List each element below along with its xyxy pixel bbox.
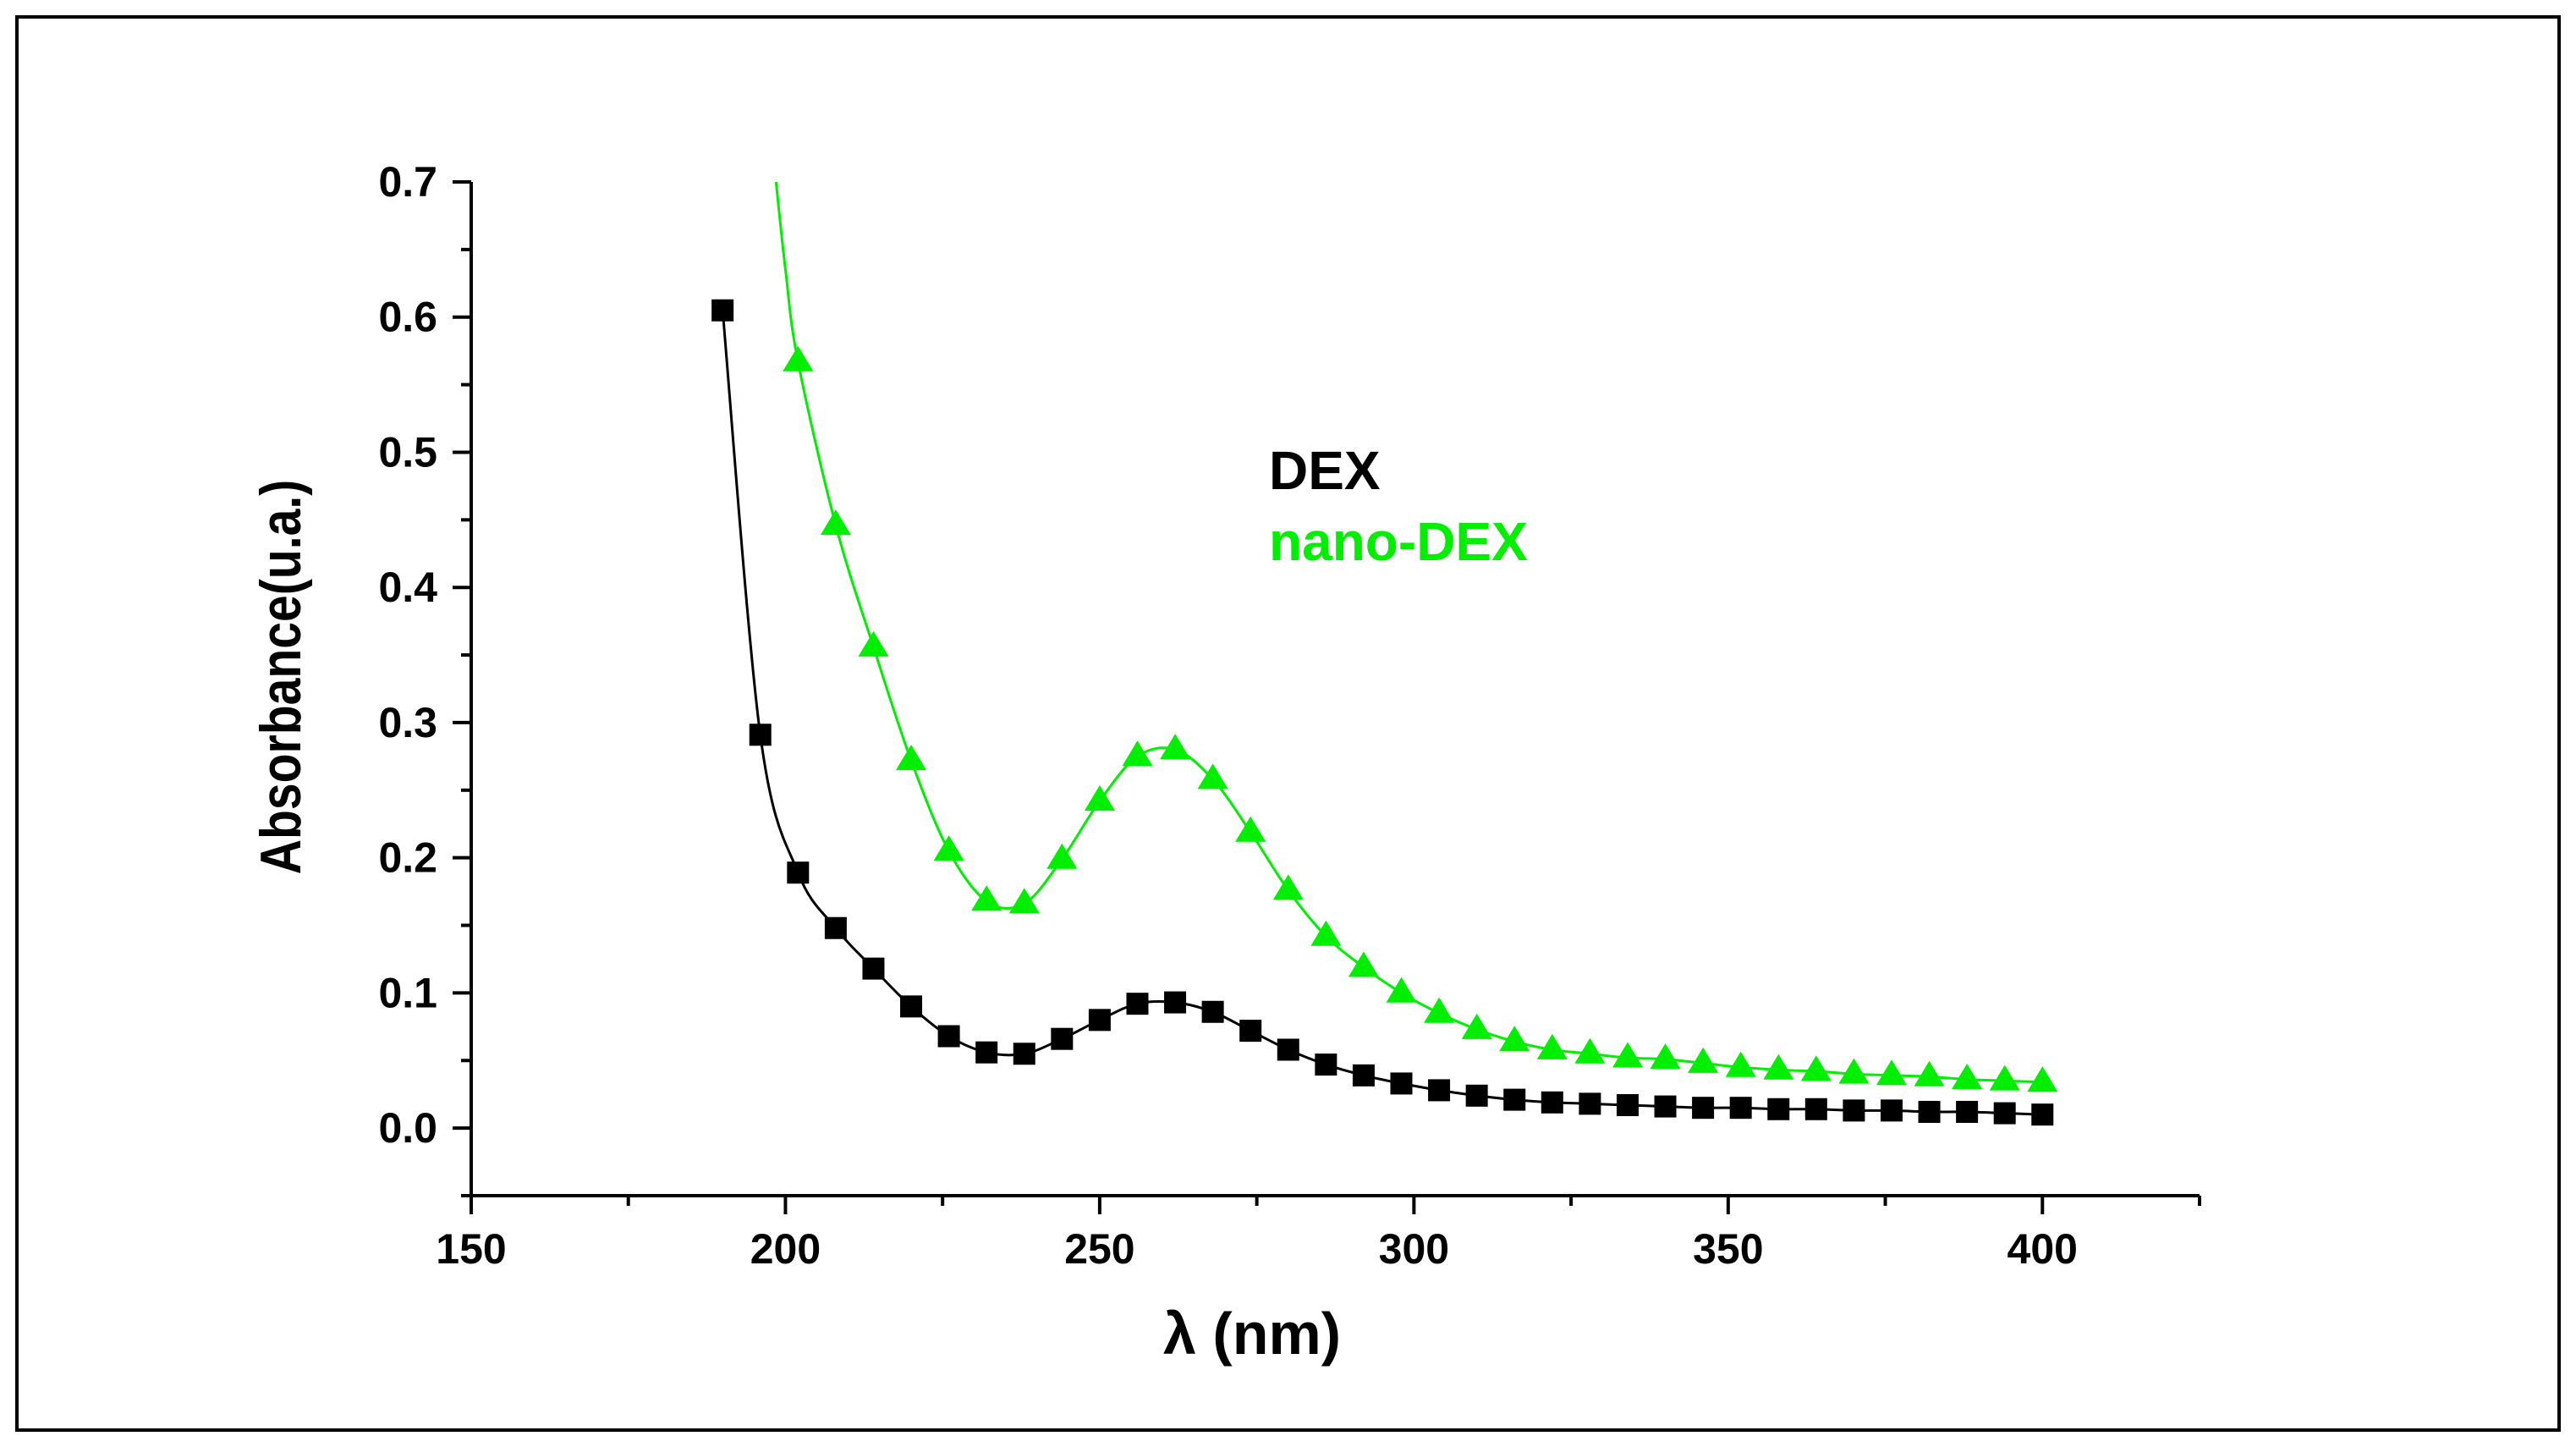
data-point-dex xyxy=(1428,1079,1451,1102)
data-point-nano-dex xyxy=(1574,1037,1606,1064)
data-point-dex xyxy=(1880,1099,1903,1122)
data-point-nano-dex xyxy=(1838,1058,1870,1084)
x-tick-label: 200 xyxy=(750,1225,821,1273)
x-tick-label: 350 xyxy=(1693,1225,1763,1273)
data-point-nano-dex xyxy=(1763,1054,1794,1080)
data-point-nano-dex xyxy=(1536,1033,1568,1059)
data-point-dex xyxy=(1201,1000,1224,1023)
data-point-dex xyxy=(1352,1064,1375,1087)
y-tick-label: 0.2 xyxy=(378,834,437,882)
data-point-nano-dex xyxy=(1008,888,1040,914)
data-point-dex xyxy=(749,724,772,746)
x-tick-label: 300 xyxy=(1379,1225,1449,1273)
data-point-dex xyxy=(900,995,923,1018)
data-point-nano-dex xyxy=(1310,920,1342,946)
data-point-nano-dex xyxy=(896,745,926,771)
data-point-dex xyxy=(1013,1043,1035,1065)
series-line-nano-dex xyxy=(774,181,2043,1084)
data-point-dex xyxy=(1729,1097,1752,1120)
data-point-nano-dex xyxy=(1235,816,1266,842)
data-point-dex xyxy=(1616,1093,1639,1116)
data-point-nano-dex xyxy=(1499,1026,1530,1052)
y-tick-label: 0.7 xyxy=(378,158,437,206)
data-point-dex xyxy=(1051,1027,1074,1050)
data-point-nano-dex xyxy=(1386,977,1417,1003)
data-point-nano-dex xyxy=(1725,1051,1756,1077)
legend-dex: DEX xyxy=(1269,440,1381,501)
data-point-nano-dex xyxy=(1688,1047,1719,1073)
data-point-dex xyxy=(1843,1099,1865,1122)
data-point-dex xyxy=(824,916,847,939)
x-tick-label: 250 xyxy=(1064,1225,1134,1273)
y-tick-label: 0.3 xyxy=(378,699,437,746)
x-axis-title: λ (nm) xyxy=(1163,1301,1341,1367)
data-point-dex xyxy=(1239,1020,1262,1043)
x-tick-label: 150 xyxy=(436,1225,506,1273)
data-point-nano-dex xyxy=(1084,785,1115,811)
series-layer xyxy=(711,181,2058,1126)
data-point-nano-dex xyxy=(1989,1065,2020,1091)
data-point-nano-dex xyxy=(1461,1013,1492,1039)
data-point-dex xyxy=(1164,991,1187,1014)
y-tick-label: 0.6 xyxy=(378,294,437,341)
data-point-dex xyxy=(1918,1100,1941,1123)
data-point-nano-dex xyxy=(783,345,814,371)
data-point-nano-dex xyxy=(1197,763,1228,790)
data-point-nano-dex xyxy=(1160,734,1191,760)
x-tick-label: 400 xyxy=(2008,1225,2078,1273)
y-tick-label: 0.0 xyxy=(378,1104,437,1152)
data-point-nano-dex xyxy=(1612,1042,1643,1068)
data-point-dex xyxy=(1390,1072,1413,1095)
data-point-dex xyxy=(1654,1095,1677,1118)
figure-frame xyxy=(15,15,2561,1432)
series-line-dex xyxy=(721,310,2043,1116)
y-tick-label: 0.4 xyxy=(378,564,437,611)
legend-nano-dex: nano-DEX xyxy=(1269,511,1528,572)
data-point-dex xyxy=(1503,1088,1526,1111)
data-point-dex xyxy=(2031,1103,2054,1126)
data-point-dex xyxy=(1465,1084,1488,1107)
data-point-dex xyxy=(1692,1097,1715,1120)
data-point-dex xyxy=(1579,1092,1601,1115)
data-point-dex xyxy=(1541,1091,1563,1114)
data-point-dex xyxy=(711,299,734,322)
data-point-nano-dex xyxy=(1876,1059,1907,1086)
data-point-nano-dex xyxy=(1424,997,1455,1023)
data-point-dex xyxy=(1993,1102,2016,1125)
data-point-nano-dex xyxy=(1122,740,1153,767)
data-point-nano-dex xyxy=(1650,1043,1681,1070)
data-point-dex xyxy=(1277,1038,1299,1061)
data-point-nano-dex xyxy=(2027,1066,2058,1092)
data-point-dex xyxy=(975,1041,998,1064)
data-point-nano-dex xyxy=(1952,1064,1983,1089)
data-point-nano-dex xyxy=(1272,874,1304,900)
axes: 150 200 250 300 350 400 0.0 0.1 0.2 0.3 0.4 0.5 0.6 0… xyxy=(378,158,2201,1273)
data-point-dex xyxy=(1126,993,1149,1015)
data-point-nano-dex xyxy=(1914,1060,1945,1087)
data-point-dex xyxy=(1088,1009,1111,1032)
data-point-dex xyxy=(937,1025,960,1048)
data-point-nano-dex xyxy=(1046,843,1078,869)
data-point-nano-dex xyxy=(1800,1055,1832,1081)
data-point-nano-dex xyxy=(933,835,964,861)
data-point-dex xyxy=(1804,1098,1827,1120)
data-point-dex xyxy=(1315,1054,1337,1076)
data-point-dex xyxy=(1956,1100,1979,1123)
y-axis-title: Absorbance(u.a.) xyxy=(249,480,313,874)
data-point-nano-dex xyxy=(820,509,851,536)
data-point-nano-dex xyxy=(1348,951,1379,977)
data-point-dex xyxy=(787,861,810,884)
data-point-nano-dex xyxy=(858,630,889,657)
data-point-dex xyxy=(862,957,885,980)
y-tick-label: 0.5 xyxy=(378,428,437,476)
data-point-nano-dex xyxy=(971,885,1002,911)
y-tick-label: 0.1 xyxy=(378,969,437,1016)
data-point-dex xyxy=(1767,1098,1790,1120)
